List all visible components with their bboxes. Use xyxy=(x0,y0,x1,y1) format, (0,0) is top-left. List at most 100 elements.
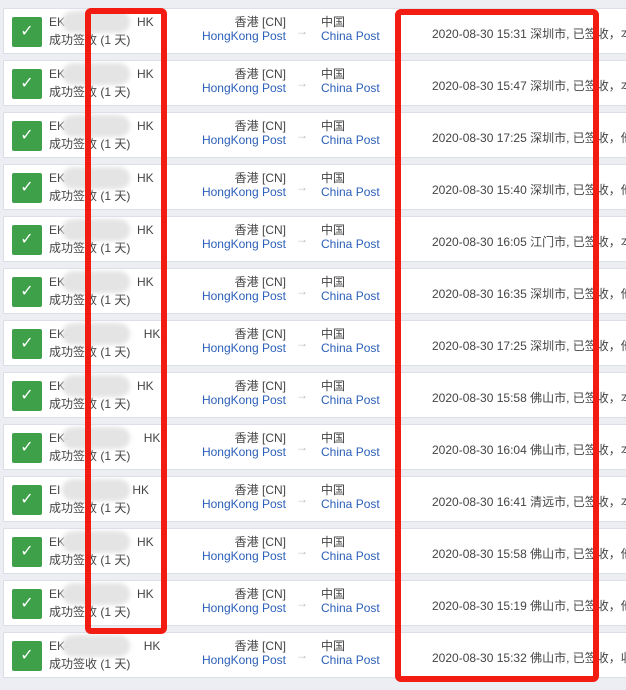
dest-country: 中国 xyxy=(321,223,346,237)
origin-carrier-link[interactable]: HongKong Post xyxy=(201,185,286,199)
tracking-prefix: EK xyxy=(49,275,66,289)
redaction-blur xyxy=(62,375,130,397)
origin-carrier-link[interactable]: HongKong Post xyxy=(201,445,286,459)
origin-carrier-link[interactable]: HongKong Post xyxy=(201,601,286,615)
dest-country: 中国 xyxy=(321,327,346,341)
tracking-number[interactable]: EK HK xyxy=(49,223,154,237)
dest-carrier-link[interactable]: China Post xyxy=(321,601,380,615)
dest-country: 中国 xyxy=(321,15,346,29)
tracking-number[interactable]: EK HK xyxy=(49,119,154,133)
origin-carrier-link[interactable]: HongKong Post xyxy=(201,81,286,95)
origin-country: 香港 [CN] xyxy=(234,431,286,445)
destination: 中国 China Post xyxy=(321,275,380,303)
destination: 中国 China Post xyxy=(321,67,380,95)
latest-event: 2020-08-30 15:58 佛山市, 已签收，他 xyxy=(432,547,626,561)
tracking-prefix: EK xyxy=(49,379,66,393)
latest-event: 2020-08-30 17:25 深圳市, 已签收，他 xyxy=(432,131,626,145)
tracking-number[interactable]: EK HK xyxy=(49,535,154,549)
arrow-right-icon: → xyxy=(296,440,308,454)
check-icon: ✓ xyxy=(12,277,42,307)
dest-carrier-link[interactable]: China Post xyxy=(321,237,380,251)
origin-carrier-link[interactable]: HongKong Post xyxy=(201,237,286,251)
redaction-blur xyxy=(62,635,130,657)
destination: 中国 China Post xyxy=(321,431,380,459)
origin: 香港 [CN] HongKong Post xyxy=(202,15,286,43)
tracking-number[interactable]: EK HK xyxy=(49,275,154,289)
origin: 香港 [CN] HongKong Post xyxy=(202,535,286,563)
dest-carrier-link[interactable]: China Post xyxy=(321,81,380,95)
origin-carrier-link[interactable]: HongKong Post xyxy=(201,497,286,511)
shipment-row[interactable]: ✓ EK HK 成功签收 (1 天) 香港 [CN] HongKong Post →… xyxy=(3,528,626,574)
dest-carrier-link[interactable]: China Post xyxy=(321,549,380,563)
tracking-suffix: HK xyxy=(137,15,154,29)
tracking-prefix: EK xyxy=(49,119,66,133)
arrow-right-icon: → xyxy=(296,24,308,38)
dest-country: 中国 xyxy=(321,639,346,653)
origin-country: 香港 [CN] xyxy=(234,327,286,341)
origin-carrier-link[interactable]: HongKong Post xyxy=(201,393,286,407)
tracking-number[interactable]: EK HK xyxy=(49,67,154,81)
shipment-row[interactable]: ✓ EK HK 成功签收 (1 天) 香港 [CN] HongKong Post →… xyxy=(3,216,626,262)
tracking-prefix: EK xyxy=(49,171,66,185)
destination: 中国 China Post xyxy=(321,483,380,511)
tracking-number[interactable]: EK HK xyxy=(49,171,154,185)
dest-carrier-link[interactable]: China Post xyxy=(321,653,380,667)
tracking-number[interactable]: EK HK xyxy=(49,15,154,29)
origin: 香港 [CN] HongKong Post xyxy=(202,327,286,355)
shipment-row[interactable]: ✓ EK HK 成功签收 (1 天) 香港 [CN] HongKong Post →… xyxy=(3,580,626,626)
origin: 香港 [CN] HongKong Post xyxy=(202,67,286,95)
dest-country: 中国 xyxy=(321,275,346,289)
origin-country: 香港 [CN] xyxy=(234,639,286,653)
origin-country: 香港 [CN] xyxy=(234,171,286,185)
tracking-number[interactable]: EK HK xyxy=(49,587,154,601)
latest-event: 2020-08-30 15:32 佛山市, 已签收，收 xyxy=(432,651,626,665)
shipment-row[interactable]: ✓ EK HK 成功签收 (1 天) 香港 [CN] HongKong Post →… xyxy=(3,372,626,418)
shipment-row[interactable]: ✓ EK HK 成功签收 (1 天) 香港 [CN] HongKong Post →… xyxy=(3,164,626,210)
tracking-number[interactable]: EK HK xyxy=(49,379,154,393)
shipment-row[interactable]: ✓ EK HK 成功签收 (1 天) 香港 [CN] HongKong Post →… xyxy=(3,268,626,314)
arrow-right-icon: → xyxy=(296,336,308,350)
origin-carrier-link[interactable]: HongKong Post xyxy=(201,653,286,667)
origin-carrier-link[interactable]: HongKong Post xyxy=(201,549,286,563)
arrow-right-icon: → xyxy=(296,284,308,298)
origin-country: 香港 [CN] xyxy=(234,67,286,81)
tracking-prefix: EK xyxy=(49,67,66,81)
shipment-row[interactable]: ✓ EK4 HK 成功签收 (1 天) 香港 [CN] HongKong Post … xyxy=(3,320,626,366)
dest-carrier-link[interactable]: China Post xyxy=(321,393,380,407)
arrow-right-icon: → xyxy=(296,492,308,506)
origin-country: 香港 [CN] xyxy=(234,275,286,289)
check-icon: ✓ xyxy=(12,17,42,47)
tracking-suffix: HK xyxy=(143,431,161,445)
origin-carrier-link[interactable]: HongKong Post xyxy=(201,29,286,43)
dest-carrier-link[interactable]: China Post xyxy=(321,185,380,199)
dest-carrier-link[interactable]: China Post xyxy=(321,29,380,43)
shipment-row[interactable]: ✓ EK HK 成功签收 (1 天) 香港 [CN] HongKong Post →… xyxy=(3,8,626,54)
origin-carrier-link[interactable]: HongKong Post xyxy=(201,133,286,147)
dest-carrier-link[interactable]: China Post xyxy=(321,445,380,459)
tracking-prefix: EK xyxy=(49,15,66,29)
dest-carrier-link[interactable]: China Post xyxy=(321,289,380,303)
redaction-blur xyxy=(62,427,130,449)
origin: 香港 [CN] HongKong Post xyxy=(202,171,286,199)
dest-country: 中国 xyxy=(321,379,346,393)
redaction-blur xyxy=(62,271,130,293)
dest-carrier-link[interactable]: China Post xyxy=(321,341,380,355)
origin-carrier-link[interactable]: HongKong Post xyxy=(201,289,286,303)
shipment-row[interactable]: ✓ EK4 HK 成功签收 (1 天) 香港 [CN] HongKong Post … xyxy=(3,632,626,678)
tracking-suffix: HK xyxy=(137,379,154,393)
shipment-row[interactable]: ✓ EI HK 成功签收 (1 天) 香港 [CN] HongKong Post →… xyxy=(3,476,626,522)
tracking-suffix: HK xyxy=(137,119,154,133)
shipment-row[interactable]: ✓ EK HK 成功签收 (1 天) 香港 [CN] HongKong Post →… xyxy=(3,112,626,158)
tracking-suffix: HK xyxy=(137,275,154,289)
shipment-row[interactable]: ✓ EK HK 成功签收 (1 天) 香港 [CN] HongKong Post →… xyxy=(3,60,626,106)
arrow-right-icon: → xyxy=(296,544,308,558)
dest-carrier-link[interactable]: China Post xyxy=(321,133,380,147)
destination: 中国 China Post xyxy=(321,639,380,667)
dest-carrier-link[interactable]: China Post xyxy=(321,497,380,511)
arrow-right-icon: → xyxy=(296,596,308,610)
tracking-number[interactable]: EI HK xyxy=(49,483,149,497)
dest-country: 中国 xyxy=(321,67,346,81)
arrow-right-icon: → xyxy=(296,128,308,142)
origin-country: 香港 [CN] xyxy=(234,587,286,601)
origin-carrier-link[interactable]: HongKong Post xyxy=(201,341,286,355)
